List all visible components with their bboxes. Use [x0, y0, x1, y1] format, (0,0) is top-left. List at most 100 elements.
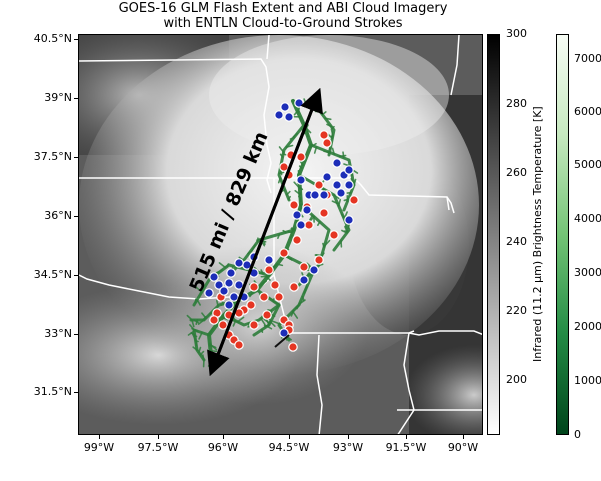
negative-stroke-marker: [336, 188, 346, 198]
flash-channel: [197, 346, 202, 354]
lon-tick-label: 99°W: [83, 441, 115, 454]
flash-channel: [344, 225, 349, 234]
flash-channel: [260, 275, 269, 278]
flash-channel: [209, 311, 214, 315]
lon-tick-label: 90°W: [447, 441, 479, 454]
positive-stroke-marker: [322, 138, 332, 148]
negative-stroke-marker: [209, 272, 219, 282]
flash-channel: [279, 153, 284, 158]
lat-tick-label: 34.5°N: [33, 268, 72, 281]
flash-channel: [321, 111, 327, 116]
ir-colorbar-tick: 260: [506, 166, 527, 179]
flash-channel: [209, 343, 218, 351]
flash-channel: [199, 350, 205, 356]
flash-channel: [287, 195, 291, 200]
flash-channel: [202, 354, 205, 361]
flash-channel: [342, 151, 345, 159]
lon-tick: [99, 435, 100, 439]
lat-tick: [74, 39, 78, 40]
flash-channel: [276, 263, 284, 267]
flash-channel: [331, 125, 335, 129]
positive-stroke-marker: [270, 280, 280, 290]
ir-colorbar-tick: 220: [506, 304, 527, 317]
flash-channel: [277, 177, 282, 184]
lat-tick-label: 40.5°N: [33, 32, 72, 45]
positive-stroke-marker: [249, 282, 259, 292]
negative-stroke-marker: [322, 172, 332, 182]
flash-channel: [331, 147, 335, 155]
flash-channel: [201, 316, 207, 321]
flash-channel: [192, 346, 198, 352]
negative-stroke-marker: [310, 190, 320, 200]
flash-channel: [196, 298, 201, 306]
flash-channel: [191, 327, 199, 333]
flash-channel: [272, 300, 281, 306]
flash-channel: [269, 321, 276, 327]
flash-colorbar-tick: 7000: [574, 52, 601, 65]
positive-stroke-marker: [259, 292, 269, 302]
positive-stroke-marker: [296, 152, 306, 162]
flash-colorbar-tick: 1000: [574, 374, 601, 387]
flash-channel: [324, 117, 332, 121]
flash-channel: [209, 349, 218, 353]
flash-channel: [298, 165, 303, 169]
negative-stroke-marker: [296, 220, 306, 230]
ir-colorbar-tick: 300: [506, 27, 527, 40]
lat-tick-label: 37.5°N: [33, 150, 72, 163]
positive-stroke-marker: [249, 320, 259, 330]
lat-tick: [74, 157, 78, 158]
positive-stroke-marker: [319, 208, 329, 218]
lat-tick-label: 33°N: [44, 327, 72, 340]
state-borders: [79, 35, 482, 434]
flash-channel: [232, 319, 237, 327]
positive-stroke-marker: [234, 340, 244, 350]
flash-channel: [193, 319, 200, 324]
flash-channel: [266, 276, 271, 281]
negative-stroke-marker: [229, 292, 239, 302]
flash-channel: [207, 327, 214, 336]
flash-channel: [272, 320, 281, 325]
flash-channel: [216, 299, 219, 307]
flash-channel: [247, 251, 251, 255]
negative-stroke-marker: [204, 288, 214, 298]
flash-channel: [298, 204, 304, 212]
negative-stroke-marker: [264, 255, 274, 265]
positive-stroke-marker: [289, 200, 299, 210]
positive-stroke-marker: [279, 248, 289, 258]
negative-stroke-marker: [292, 210, 302, 220]
flash-channel: [333, 194, 340, 200]
flash-channel: [258, 281, 265, 289]
positive-stroke-marker: [279, 162, 289, 172]
flash-channel: [317, 220, 321, 226]
negative-stroke-marker: [296, 175, 306, 185]
negative-stroke-marker: [226, 268, 236, 278]
flash-channel: [236, 316, 245, 323]
flash-colorbar-tick: 4000: [574, 212, 601, 225]
flash-channel: [328, 147, 332, 151]
positive-stroke-marker: [299, 262, 309, 272]
flash-channel: [340, 213, 345, 218]
flash-colorbar-tick: 3000: [574, 266, 601, 279]
flash-channel: [194, 286, 203, 293]
lat-tick-label: 31.5°N: [33, 385, 72, 398]
flash-channel: [291, 227, 296, 230]
negative-stroke-marker: [332, 158, 342, 168]
flash-channel: [350, 177, 355, 184]
negative-stroke-marker: [299, 275, 309, 285]
flash-channel: [282, 229, 287, 234]
negative-stroke-marker: [344, 215, 354, 225]
flash-channel: [317, 263, 324, 267]
lat-tick: [74, 98, 78, 99]
ir-colorbar-tick: 280: [506, 97, 527, 110]
title-line-1: GOES-16 GLM Flash Extent and ABI Cloud I…: [118, 1, 448, 16]
positive-stroke-marker: [218, 320, 228, 330]
flash-channel: [278, 146, 285, 153]
lon-tick-label: 93°W: [332, 441, 364, 454]
title-line-2: with ENTLN Cloud-to-Ground Strokes: [163, 16, 403, 31]
distance-arrow-reverse: [207, 98, 318, 377]
lon-tick: [463, 435, 464, 439]
flash-channel: [309, 142, 317, 149]
flash-channel: [198, 290, 203, 297]
flash-channel: [194, 334, 198, 338]
flash-channel: [290, 257, 293, 261]
